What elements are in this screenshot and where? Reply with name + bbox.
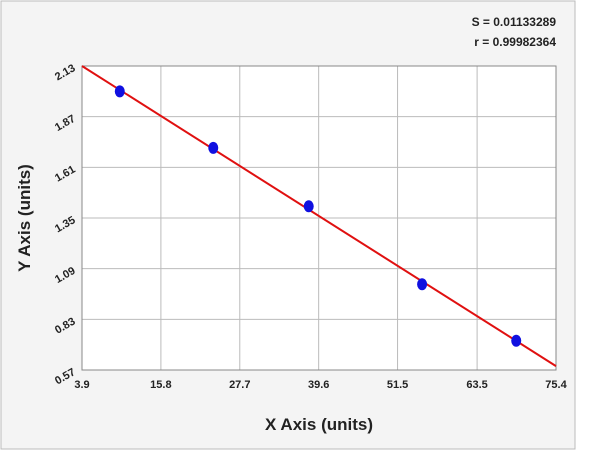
x-tick-label: 15.8 xyxy=(150,379,171,391)
fit-line xyxy=(81,65,557,367)
x-tick-label: 63.5 xyxy=(466,379,487,391)
annotation: r = 0.99982364 xyxy=(474,35,556,49)
data-point xyxy=(417,278,428,291)
annotation: S = 0.01133289 xyxy=(472,15,557,29)
data-point xyxy=(303,200,314,213)
data-point xyxy=(114,85,125,98)
x-tick-label: 39.6 xyxy=(308,379,329,391)
x-tick-label: 51.5 xyxy=(387,379,408,391)
x-tick-label: 75.4 xyxy=(545,379,567,391)
data-point xyxy=(208,141,219,154)
x-axis-label: X Axis (units) xyxy=(265,415,373,434)
x-tick-label: 3.9 xyxy=(74,379,89,391)
plot-border xyxy=(81,65,557,371)
data-point xyxy=(511,334,522,347)
x-tick-label: 27.7 xyxy=(229,379,250,391)
y-axis-label: Y Axis (units) xyxy=(15,164,34,272)
